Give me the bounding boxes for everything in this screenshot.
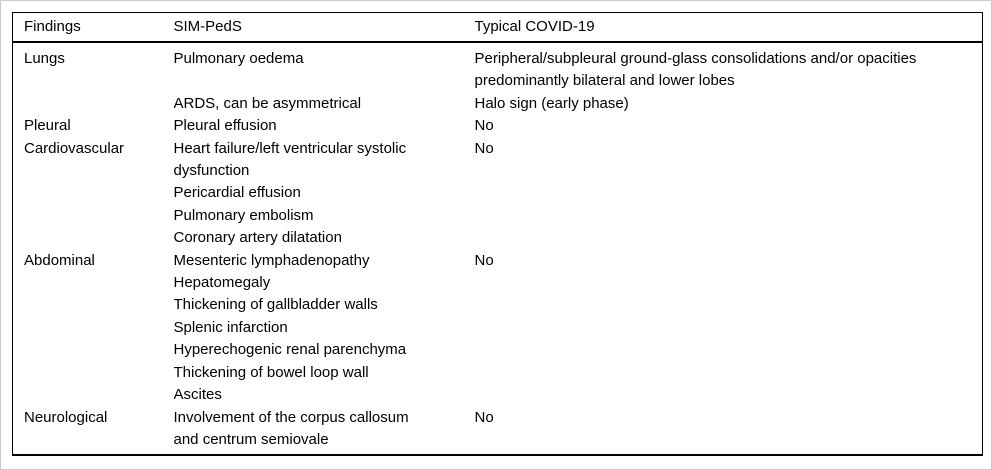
table-row: Ascites xyxy=(13,384,983,406)
column-header-typical-covid: Typical COVID-19 xyxy=(474,12,983,43)
typical-covid-cell xyxy=(475,182,983,204)
sim-peds-cell: Involvement of the corpus callosum and c… xyxy=(173,408,409,448)
table-row: Hepatomegaly xyxy=(13,272,983,294)
typical-covid-cell: No xyxy=(474,117,494,135)
sim-peds-cell: Thickening of gallbladder walls xyxy=(173,296,378,314)
table-row: ARDS, can be asymmetrical Halo sign (ear… xyxy=(13,93,983,115)
table-row: Abdominal Mesenteric lymphadenopathy No xyxy=(13,250,983,272)
sim-peds-cell: Splenic infarction xyxy=(173,318,288,336)
findings-cell: Pleural xyxy=(24,117,71,135)
findings-cell xyxy=(13,317,174,339)
findings-cell: Cardiovascular xyxy=(24,139,125,157)
findings-cell xyxy=(13,227,174,249)
sim-peds-cell: Pleural effusion xyxy=(173,117,277,135)
findings-cell xyxy=(13,339,174,361)
sim-peds-cell: Mesenteric lymphadenopathy xyxy=(173,251,370,269)
typical-covid-cell xyxy=(475,205,983,227)
table-row: Hyperechogenic renal parenchyma xyxy=(13,339,983,361)
findings-cell: Neurological xyxy=(24,408,108,426)
table-row: Pericardial effusion xyxy=(13,182,983,204)
sim-peds-cell: ARDS, can be asymmetrical xyxy=(173,94,362,112)
table-row: Neurological Involvement of the corpus c… xyxy=(13,407,983,456)
typical-covid-cell: Halo sign (early phase) xyxy=(474,94,629,112)
findings-cell xyxy=(13,93,174,115)
sim-peds-cell: Pericardial effusion xyxy=(173,184,301,202)
sim-peds-cell: Pulmonary oedema xyxy=(173,50,304,67)
findings-cell xyxy=(13,294,174,316)
table-row: Thickening of gallbladder walls xyxy=(13,294,983,316)
table-row: Cardiovascular Heart failure/left ventri… xyxy=(13,138,983,183)
column-header-findings: Findings xyxy=(12,12,174,43)
typical-covid-cell: No xyxy=(474,139,494,157)
findings-cell xyxy=(13,205,174,227)
findings-cell: Abdominal xyxy=(24,251,95,269)
typical-covid-cell xyxy=(475,362,983,384)
sim-peds-cell: Hyperechogenic renal parenchyma xyxy=(173,341,407,359)
table-row: Lungs Pulmonary oedema Peripheral/subple… xyxy=(13,42,983,93)
typical-covid-cell xyxy=(475,317,983,339)
table-row: Pleural Pleural effusion No xyxy=(13,115,983,137)
findings-cell: Lungs xyxy=(24,50,65,67)
table-row: Pulmonary embolism xyxy=(13,205,983,227)
typical-covid-cell: No xyxy=(474,408,494,426)
findings-cell xyxy=(13,272,174,294)
findings-cell xyxy=(13,384,174,406)
findings-cell xyxy=(13,362,174,384)
sim-peds-cell: Pulmonary embolism xyxy=(173,206,314,224)
typical-covid-cell xyxy=(475,294,983,316)
sim-peds-cell: Ascites xyxy=(173,386,222,404)
findings-cell xyxy=(13,182,174,204)
table-row: Splenic infarction xyxy=(13,317,983,339)
typical-covid-cell xyxy=(475,227,983,249)
sim-peds-cell: Hepatomegaly xyxy=(173,274,271,292)
typical-covid-cell xyxy=(475,384,983,406)
sim-peds-cell: Coronary artery dilatation xyxy=(173,229,342,247)
typical-covid-cell xyxy=(475,272,983,294)
table-row: Thickening of bowel loop wall xyxy=(13,362,983,384)
sim-peds-cell: Thickening of bowel loop wall xyxy=(173,363,369,381)
typical-covid-cell xyxy=(475,339,983,361)
column-header-sim-peds: SIM-PedS xyxy=(173,12,475,43)
table-row: Coronary artery dilatation xyxy=(13,227,983,249)
sim-peds-cell: Heart failure/left ventricular systolic … xyxy=(173,139,407,180)
typical-covid-cell: No xyxy=(474,251,494,269)
table-header: Findings SIM-PedS Typical COVID-19 xyxy=(12,12,983,43)
table-body: Lungs Pulmonary oedema Peripheral/subple… xyxy=(13,42,983,455)
header-row: Findings SIM-PedS Typical COVID-19 xyxy=(12,12,983,43)
typical-covid-cell: Peripheral/subpleural ground-glass conso… xyxy=(474,50,917,90)
comparison-table: Findings SIM-PedS Typical COVID-19 Lungs… xyxy=(12,12,983,457)
